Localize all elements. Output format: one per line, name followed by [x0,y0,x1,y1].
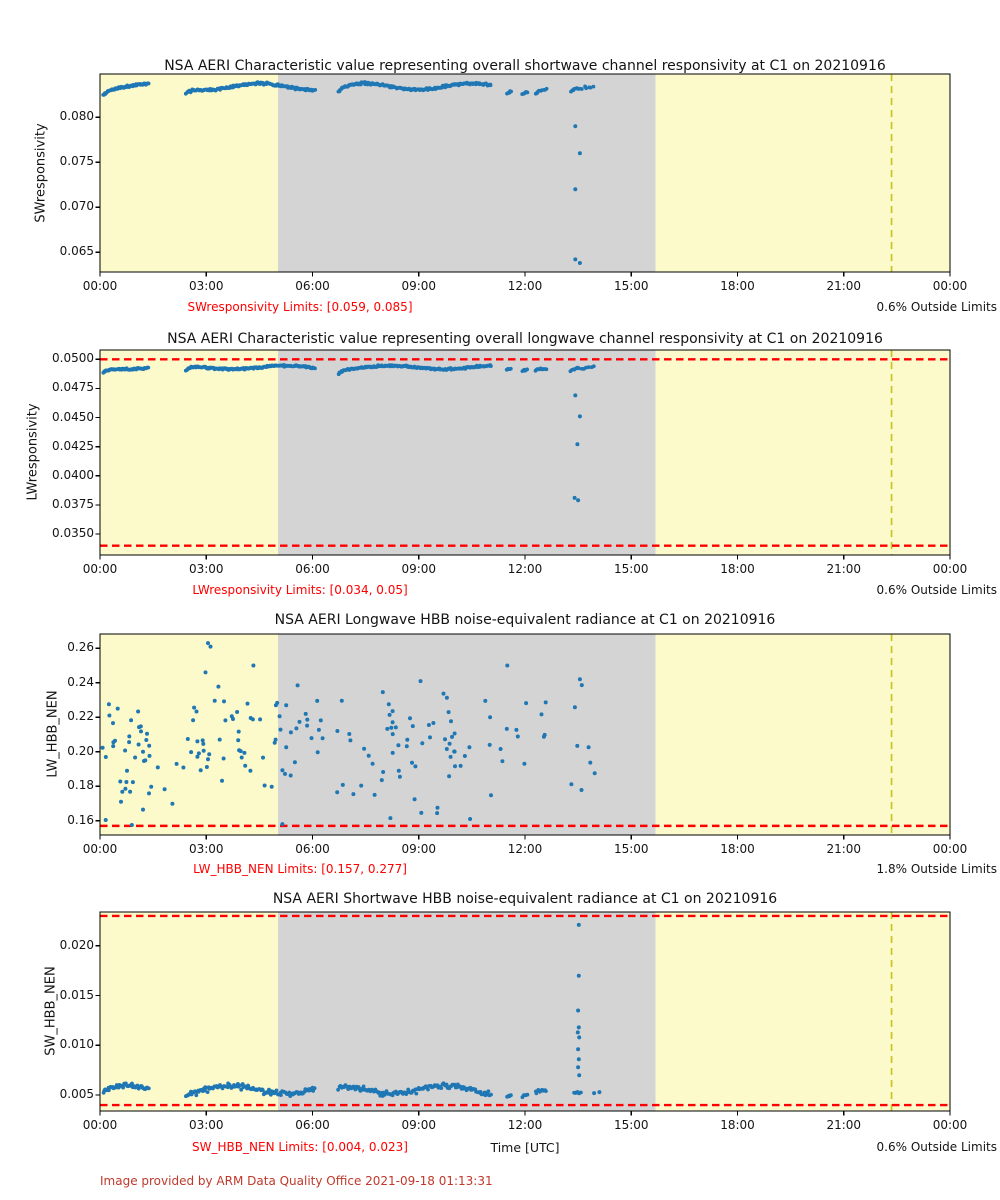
x-tick-label: 00:00 [82,279,118,293]
x-tick-label: 09:00 [401,842,437,856]
y-tick-label: 0.0500 [52,351,94,366]
x-tick-label: 00:00 [82,842,118,856]
x-tick-label: 21:00 [826,279,862,293]
bg-regions [100,74,950,272]
y-tick-label: 0.26 [67,640,94,655]
sw-responsivity-outside-text: 0.6% Outside Limits [876,300,997,314]
y-tick-label: 0.24 [67,674,94,689]
lw-responsivity-limits-text: LWresponsivity Limits: [0.034, 0.05] [192,583,408,597]
x-tick-label: 06:00 [295,279,330,293]
x-tick-label: 18:00 [720,279,755,293]
scatter-points [101,363,596,503]
x-tick-label: 03:00 [188,279,224,293]
bg-regions [100,634,950,835]
x-tick-label: 06:00 [295,842,330,856]
lw-hbb-nen-plot [95,633,951,840]
scatter-points [101,80,596,265]
bg-regions [100,350,950,555]
x-tick-label: 00:00 [932,562,968,576]
limit-lines [100,914,950,1107]
y-tick-label: 0.075 [59,154,94,169]
x-tick-label: 03:00 [188,562,224,576]
x-tick-label: 00:00 [932,279,968,293]
x-tick-label: 06:00 [295,562,330,576]
x-tick-label: 15:00 [613,1118,649,1132]
arm-dq-office-footer: Image provided by ARM Data Quality Offic… [100,1174,493,1188]
y-tick-label: 0.18 [67,778,94,793]
y-tick-label: 0.080 [59,109,94,124]
x-tick-label: 18:00 [720,1118,755,1132]
lw-responsivity-title: NSA AERI Characteristic value representi… [167,331,883,347]
tick-marks [95,945,951,1116]
x-tick-label: 15:00 [613,279,649,293]
x-tick-label: 18:00 [720,562,755,576]
sw-responsivity-limits-text: SWresponsivity Limits: [0.059, 0.085] [187,300,413,314]
y-tick-label: 0.0475 [52,380,94,395]
x-tick-label: 12:00 [507,1118,543,1132]
y-tick-label: 0.070 [59,199,94,214]
lw-hbb-nen-outside-text: 1.8% Outside Limits [876,862,997,876]
lw-hbb-nen-title: NSA AERI Longwave HBB noise-equivalent r… [274,612,776,628]
x-tick-label: 00:00 [82,562,118,576]
x-tick-label: 03:00 [188,1118,224,1132]
x-tick-label: 21:00 [826,842,862,856]
sw-responsivity-plot [95,73,951,277]
tick-marks [95,116,951,277]
y-tick-label: 0.010 [59,1037,94,1052]
x-tick-label: 09:00 [401,1118,437,1132]
sw-hbb-nen-plot [95,911,951,1116]
lw-responsivity-plot [95,349,951,560]
y-tick-label: 0.0425 [52,438,94,453]
x-tick-label: 12:00 [507,562,543,576]
y-tick-label: 0.065 [59,244,94,259]
bg-regions [100,912,950,1111]
y-tick-label: 0.22 [67,709,94,724]
y-tick-label: 0.16 [67,812,94,827]
sw-hbb-nen-limits-text: SW_HBB_NEN Limits: [0.004, 0.023] [192,1140,408,1154]
y-tick-label: 0.0350 [52,526,94,541]
x-tick-label: 00:00 [932,1118,968,1132]
sw-hbb-nen-title: NSA AERI Shortwave HBB noise-equivalent … [272,891,778,907]
x-tick-label: 21:00 [826,562,862,576]
y-tick-label: 0.0450 [52,409,94,424]
x-tick-label: 15:00 [613,842,649,856]
x-tick-label: 09:00 [401,279,437,293]
x-tick-label: 03:00 [188,842,224,856]
y-tick-label: 0.020 [59,937,94,952]
scatter-points [100,641,597,827]
sw-responsivity-title: NSA AERI Characteristic value representi… [164,58,886,74]
x-tick-label: 12:00 [507,279,543,293]
time-utc-axis-label: Time [UTC] [490,1140,560,1155]
x-tick-label: 06:00 [295,1118,330,1132]
x-tick-label: 00:00 [932,842,968,856]
x-tick-label: 09:00 [401,562,437,576]
y-tick-label: 0.015 [59,987,94,1002]
y-tick-label: 0.0400 [52,467,94,482]
limit-lines [100,358,950,547]
x-tick-label: 21:00 [826,1118,862,1132]
y-tick-label: 0.20 [67,743,94,758]
x-tick-label: 00:00 [82,1118,118,1132]
y-tick-label: 0.0375 [52,496,94,511]
tick-marks [95,647,951,840]
x-tick-label: 12:00 [507,842,543,856]
x-tick-label: 18:00 [720,842,755,856]
x-tick-label: 15:00 [613,562,649,576]
lw-hbb-nen-limits-text: LW_HBB_NEN Limits: [0.157, 0.277] [193,862,407,876]
scatter-points [101,922,602,1100]
y-tick-label: 0.005 [59,1087,94,1102]
lw-responsivity-outside-text: 0.6% Outside Limits [876,583,997,597]
sw-hbb-nen-outside-text: 0.6% Outside Limits [876,1140,997,1154]
tick-marks [95,358,951,560]
